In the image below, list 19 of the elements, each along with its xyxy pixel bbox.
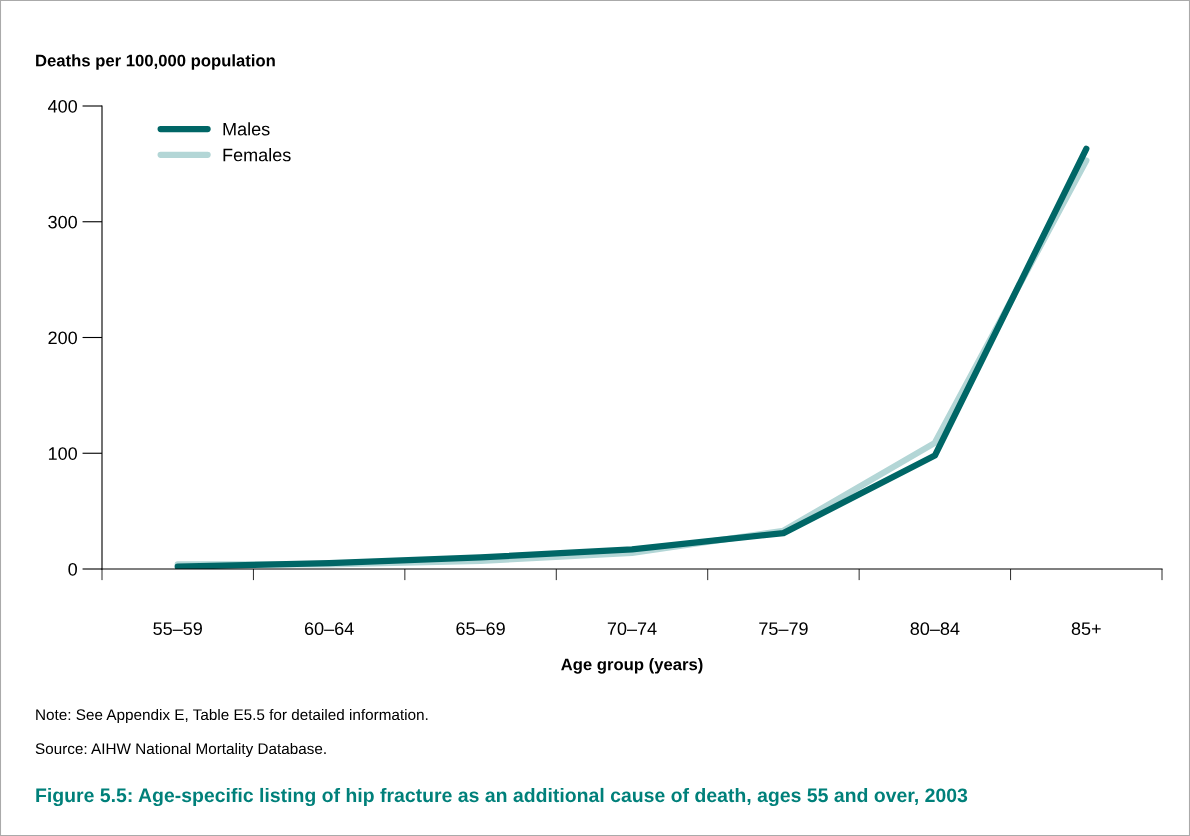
y-tick-label: 100 bbox=[48, 447, 77, 460]
text: Note: See Appendix E, Table E5.5 for detailed information. bbox=[36, 708, 428, 724]
text: Figure 5.5: Age-specific listing of hip fracture as an additional cause of death, ages 55 and over, 2003 bbox=[36, 787, 968, 807]
x-tick-label: 65–69 bbox=[456, 622, 505, 636]
x-tick-label: 80–84 bbox=[910, 622, 960, 636]
y-tick-label: 200 bbox=[48, 331, 77, 345]
y-tick-label: 0 bbox=[68, 562, 77, 576]
x-axis-title: Age group (years) bbox=[561, 658, 703, 674]
legend-label: Males bbox=[223, 122, 270, 136]
x-tick-label: 70–74 bbox=[607, 622, 657, 636]
y-axis-title: Deaths per 100,000 population bbox=[36, 54, 275, 70]
x-tick-label: 55–59 bbox=[153, 622, 202, 636]
y-tick-label: 400 bbox=[47, 99, 77, 113]
x-tick-label: 85+ bbox=[1071, 622, 1101, 636]
x-tick-label: 60–64 bbox=[304, 622, 354, 636]
y-tick-label: 300 bbox=[48, 215, 77, 229]
x-tick-label: 75–79 bbox=[759, 622, 808, 636]
legend-label: Females bbox=[223, 148, 291, 162]
source-note: Source: AIHW National Mortality Database. bbox=[35, 742, 326, 758]
